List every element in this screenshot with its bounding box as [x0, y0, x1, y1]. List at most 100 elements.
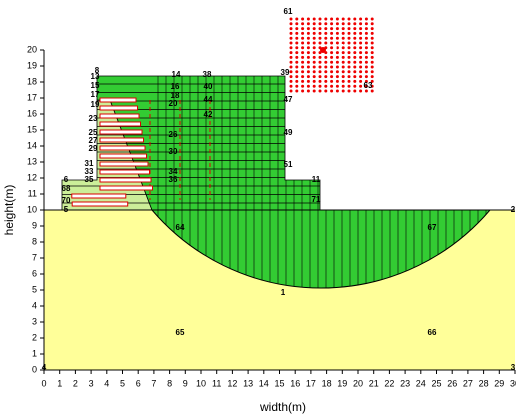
y-tick-label: 8	[32, 236, 37, 246]
grid-dot	[318, 17, 322, 21]
grid-dot	[301, 89, 305, 93]
grid-dot	[289, 60, 293, 64]
y-tick-label: 3	[32, 316, 37, 326]
y-tick-label: 12	[27, 172, 37, 182]
node-label: 34	[169, 167, 178, 176]
grid-dot	[359, 55, 363, 59]
grid-dot	[364, 79, 368, 83]
grid-dot	[295, 22, 299, 26]
grid-dot	[295, 75, 299, 79]
center-point	[320, 47, 326, 53]
x-tick-label: 17	[306, 378, 316, 388]
grid-dot	[341, 89, 345, 93]
node-label: 71	[312, 195, 321, 204]
x-tick-label: 23	[400, 378, 410, 388]
grid-dot	[289, 46, 293, 50]
node-label: 38	[203, 70, 212, 79]
grid-dot	[324, 36, 328, 40]
anchor	[99, 113, 140, 119]
grid-dot	[335, 51, 339, 55]
grid-dot	[324, 55, 328, 59]
grid-dot	[295, 41, 299, 45]
grid-dot	[341, 84, 345, 88]
y-tick-label: 17	[27, 92, 37, 102]
y-tick-label: 16	[27, 108, 37, 118]
anchor	[99, 137, 144, 143]
y-title: height(m)	[2, 185, 16, 236]
grid-dot	[312, 84, 316, 88]
grid-dot	[330, 70, 334, 74]
grid-dot	[306, 70, 310, 74]
anchor	[99, 121, 141, 127]
grid-dot	[301, 55, 305, 59]
x-tick-label: 19	[337, 378, 347, 388]
grid-dot	[353, 65, 357, 69]
x-tick-label: 1	[57, 378, 62, 388]
grid-dot	[347, 84, 351, 88]
grid-dot	[335, 70, 339, 74]
grid-dot	[353, 46, 357, 50]
node-label: 18	[171, 91, 180, 100]
grid-dot	[318, 36, 322, 40]
grid-dot	[312, 41, 316, 45]
grid-dot	[330, 36, 334, 40]
grid-dot	[318, 65, 322, 69]
grid-dot	[364, 75, 368, 79]
grid-dot	[330, 51, 334, 55]
grid-dot	[330, 89, 334, 93]
grid-dot	[318, 79, 322, 83]
grid-dot	[370, 27, 374, 31]
grid-dot	[289, 17, 293, 21]
grid-dot	[301, 36, 305, 40]
node-label: 29	[89, 144, 98, 153]
node-label: 23	[89, 114, 98, 123]
grid-dot	[347, 27, 351, 31]
grid-dot	[312, 65, 316, 69]
grid-dot	[306, 31, 310, 35]
grid-dot	[359, 60, 363, 64]
grid-dot	[347, 75, 351, 79]
x-tick-label: 12	[227, 378, 237, 388]
grid-dot	[301, 27, 305, 31]
grid-dot	[295, 79, 299, 83]
x-tick-label: 29	[494, 378, 504, 388]
x-tick-label: 15	[274, 378, 284, 388]
grid-dot	[341, 51, 345, 55]
grid-dot	[335, 31, 339, 35]
x-tick-label: 27	[463, 378, 473, 388]
grid-dot	[330, 22, 334, 26]
node-label: 15	[91, 81, 100, 90]
search-grid	[289, 17, 374, 93]
grid-dot	[318, 55, 322, 59]
grid-dot	[341, 55, 345, 59]
grid-dot	[347, 60, 351, 64]
grid-dot	[324, 60, 328, 64]
grid-dot	[353, 89, 357, 93]
grid-dot	[341, 79, 345, 83]
grid-dot	[324, 17, 328, 21]
grid-dot	[370, 55, 374, 59]
grid-dot	[335, 46, 339, 50]
x-tick-label: 30	[510, 378, 516, 388]
anchor	[71, 201, 129, 207]
grid-dot	[353, 60, 357, 64]
grid-dot	[324, 89, 328, 93]
grid-dot	[295, 46, 299, 50]
grid-dot	[301, 70, 305, 74]
grid-dot	[295, 65, 299, 69]
grid-dot	[370, 65, 374, 69]
grid-dot	[312, 75, 316, 79]
x-tick-label: 7	[151, 378, 156, 388]
grid-dot	[359, 41, 363, 45]
y-tick-label: 13	[27, 156, 37, 166]
grid-dot	[347, 22, 351, 26]
node-label: 5	[64, 205, 69, 214]
grid-dot	[359, 46, 363, 50]
x-tick-label: 8	[167, 378, 172, 388]
grid-dot	[370, 36, 374, 40]
anchor	[99, 177, 152, 183]
grid-dot	[312, 31, 316, 35]
grid-dot	[330, 75, 334, 79]
grid-dot	[330, 27, 334, 31]
grid-dot	[341, 46, 345, 50]
